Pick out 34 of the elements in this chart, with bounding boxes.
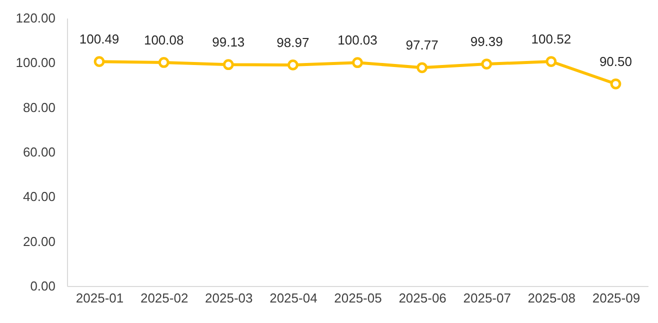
x-tick-label: 2025-04	[270, 290, 318, 306]
y-tick-label: 0.00	[30, 278, 56, 294]
y-tick-label: 40.00	[22, 189, 56, 204]
x-tick-label: 2025-09	[592, 290, 640, 306]
y-tick-label: 100.00	[16, 55, 56, 70]
data-label: 99.13	[212, 34, 245, 50]
x-tick-label: 2025-03	[205, 290, 253, 306]
point	[158, 57, 170, 68]
point	[352, 57, 363, 68]
x-tick-label: 2025-02	[140, 290, 188, 306]
data-label: 97.77	[406, 38, 438, 53]
x-tick-label: 2025-05	[334, 290, 382, 306]
point	[94, 56, 105, 67]
data-label: 98.97	[276, 34, 310, 50]
point	[288, 60, 298, 70]
data-label: 100.08	[144, 32, 184, 48]
x-tick-label: 2025-07	[463, 290, 511, 306]
y-tick-label: 20.00	[22, 234, 56, 249]
point	[481, 58, 492, 70]
point	[416, 62, 428, 74]
point	[546, 56, 557, 67]
y-tick-label: 120.00	[16, 10, 56, 26]
x-tick-label: 2025-01	[76, 290, 124, 306]
x-tick-label: 2025-06	[398, 290, 446, 306]
x-tick-label: 2025-08	[528, 290, 576, 306]
y-tick-label: 60.00	[22, 144, 56, 160]
data-label: 100.52	[531, 32, 572, 47]
data-label: 90.50	[599, 54, 632, 69]
point	[610, 78, 622, 90]
data-label: 100.03	[338, 32, 378, 48]
data-label: 99.39	[470, 34, 503, 50]
y-tick-label: 80.00	[22, 100, 56, 115]
data-label: 100.49	[79, 32, 120, 47]
point	[222, 59, 234, 70]
